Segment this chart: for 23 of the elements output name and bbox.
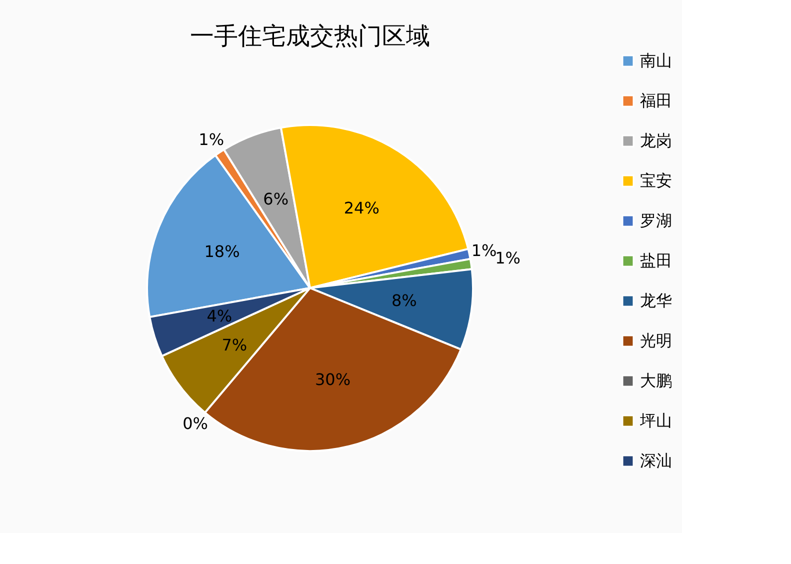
data-label: 24% <box>344 198 380 218</box>
legend-label: 罗湖 <box>640 211 672 230</box>
data-label: 30% <box>314 370 351 390</box>
data-label: 1% <box>495 248 521 268</box>
data-label: 6% <box>263 189 289 208</box>
data-label: 1% <box>198 130 224 149</box>
data-label: 1% <box>471 240 497 260</box>
legend-label: 盐田 <box>640 251 672 270</box>
data-label: 7% <box>222 336 248 355</box>
legend-label: 龙华 <box>640 291 672 310</box>
legend-label: 宝安 <box>640 171 672 190</box>
legend-label: 坪山 <box>639 411 672 430</box>
chart-title: 一手住宅成交热门区域 <box>190 22 430 50</box>
data-label: 4% <box>206 306 232 326</box>
data-label: 8% <box>391 290 417 310</box>
legend-label: 福田 <box>640 91 672 110</box>
legend-label: 龙岗 <box>640 131 672 150</box>
data-label: 18% <box>204 242 240 262</box>
legend-label: 深汕 <box>640 451 672 470</box>
text: 0% <box>182 414 208 434</box>
legend-label: 大鹏 <box>640 371 672 390</box>
legend-label: 光明 <box>640 331 672 350</box>
legend-label: 南山 <box>640 51 672 70</box>
